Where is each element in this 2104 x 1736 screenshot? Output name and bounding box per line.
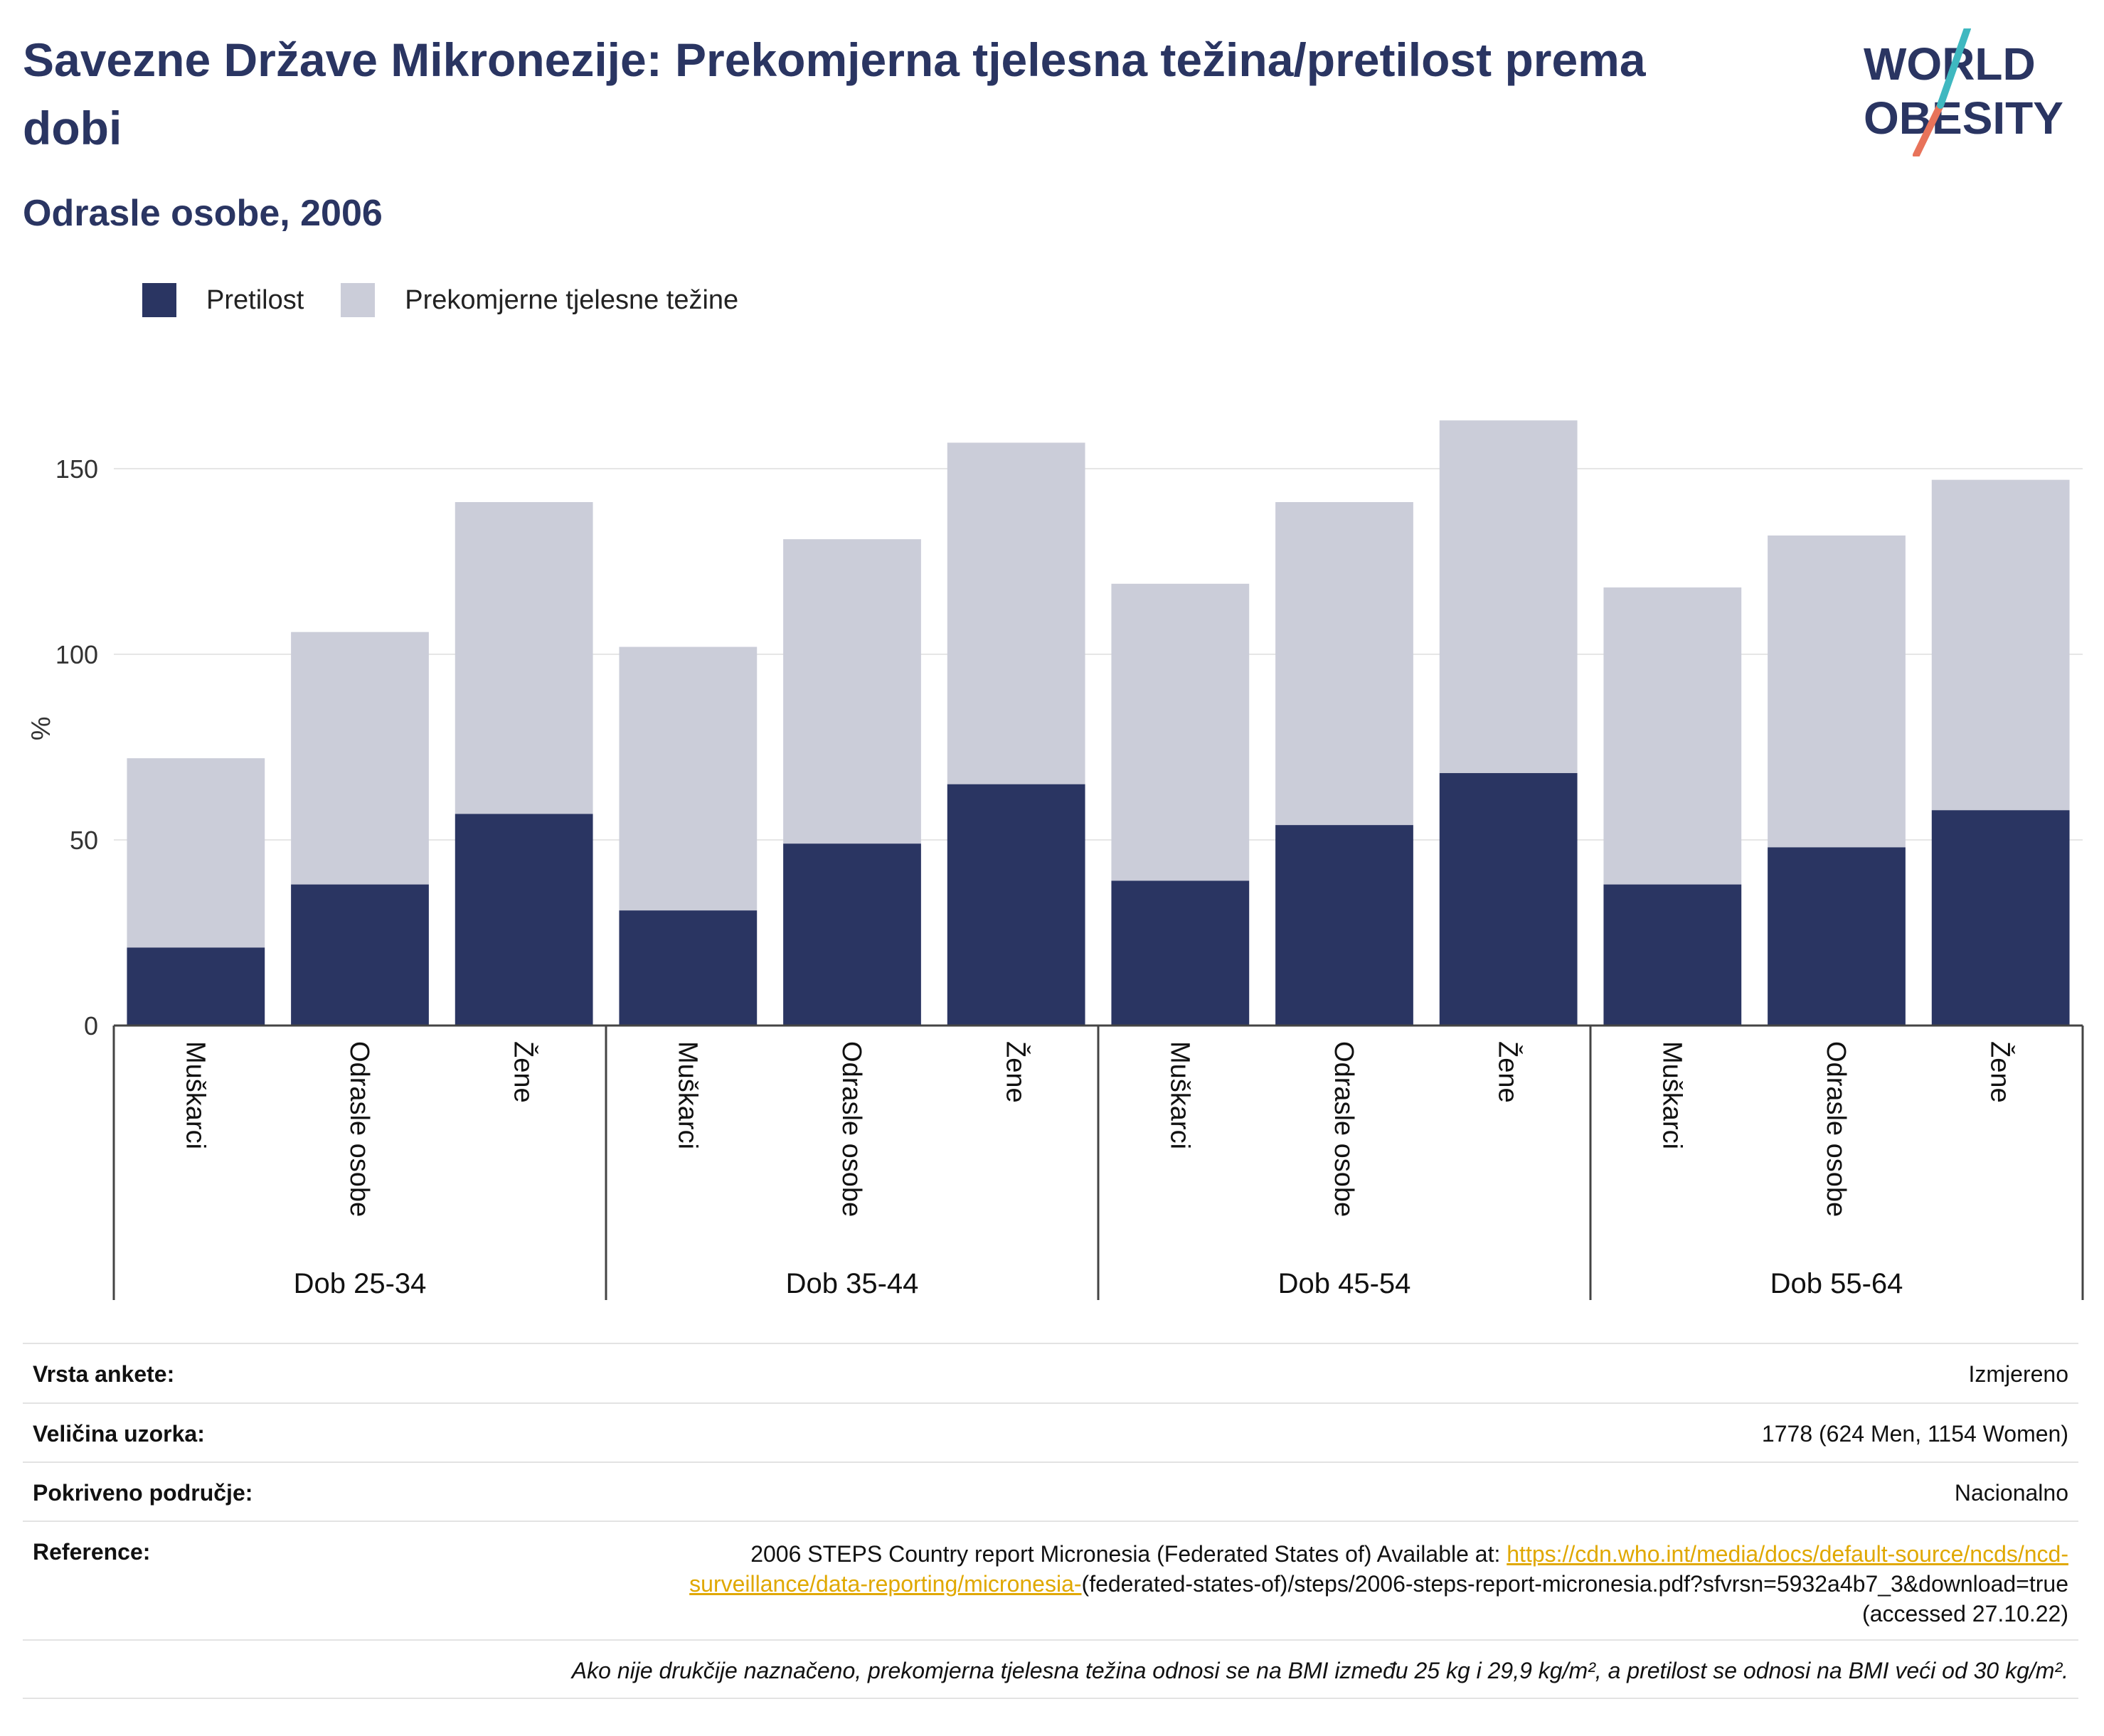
- x-category-label: Muškarci: [1164, 1041, 1194, 1149]
- bar-obesity: [127, 947, 265, 1026]
- reference-text-after: (federated-states-of)/steps/2006-steps-r…: [1081, 1571, 2068, 1626]
- info-row-area: Pokriveno područje: Nacionalno: [23, 1461, 2078, 1521]
- reference-label: Reference:: [33, 1539, 151, 1565]
- x-group-label: Dob 35-44: [786, 1268, 919, 1299]
- bar-obesity: [1931, 810, 2070, 1026]
- chart-subtitle: Odrasle osobe, 2006: [23, 193, 383, 234]
- reference-value: 2006 STEPS Country report Micronesia (Fe…: [603, 1539, 2068, 1639]
- area-label: Pokriveno područje:: [33, 1480, 253, 1506]
- x-category-label: Muškarci: [180, 1041, 210, 1149]
- bar-obesity: [1439, 773, 1578, 1026]
- bar-obesity: [291, 884, 429, 1026]
- bar-overweight: [455, 501, 593, 814]
- bar-overweight: [1931, 479, 2070, 811]
- sample-size-label: Veličina uzorka:: [33, 1421, 205, 1447]
- y-tick-label: 50: [70, 826, 98, 855]
- chart-legend: Pretilost Prekomjerne tjelesne težine: [142, 283, 775, 317]
- legend-label-overweight: Prekomjerne tjelesne težine: [405, 284, 739, 315]
- y-axis-label: %: [26, 717, 56, 741]
- survey-type-label: Vrsta ankete:: [33, 1361, 175, 1387]
- reference-text-before: 2006 STEPS Country report Micronesia (Fe…: [750, 1541, 1507, 1567]
- bar-overweight: [947, 442, 1085, 784]
- legend-swatch-overweight: [341, 283, 376, 317]
- x-category-label: Žene: [1985, 1041, 2016, 1103]
- x-group-label: Dob 55-64: [1770, 1268, 1903, 1299]
- bar-overweight: [1275, 501, 1413, 826]
- bar-overweight: [127, 758, 265, 948]
- sample-size-value: 1778 (624 Men, 1154 Women): [1761, 1421, 2068, 1447]
- bar-overweight: [1603, 587, 1742, 885]
- info-table: Vrsta ankete: Izmjereno Veličina uzorka:…: [23, 1343, 2078, 1699]
- y-tick-label: 0: [84, 1011, 98, 1040]
- bar-obesity: [1768, 847, 1906, 1026]
- bmi-note: Ako nije drukčije naznačeno, prekomjerna…: [571, 1658, 2068, 1683]
- y-tick-label: 150: [55, 454, 98, 484]
- x-category-label: Žene: [1493, 1041, 1524, 1103]
- bar-overweight: [291, 632, 429, 885]
- bar-overweight: [1439, 420, 1578, 774]
- bar-obesity: [1603, 884, 1742, 1026]
- chart-title: Savezne Države Mikronezije: Prekomjerna …: [23, 33, 1646, 154]
- x-category-label: Žene: [509, 1041, 539, 1103]
- area-value: Nacionalno: [1954, 1480, 2068, 1506]
- x-group-label: Dob 45-54: [1278, 1268, 1411, 1299]
- bar-overweight: [1768, 535, 1906, 848]
- info-row-reference: Reference: 2006 STEPS Country report Mic…: [23, 1521, 2078, 1639]
- x-category-label: Muškarci: [672, 1041, 702, 1149]
- x-group-label: Dob 25-34: [294, 1268, 427, 1299]
- logo-line2: OBESITY: [1864, 92, 2063, 144]
- bar-obesity: [619, 910, 758, 1026]
- info-row-note: Ako nije drukčije naznačeno, prekomjerna…: [23, 1639, 2078, 1699]
- legend-swatch-obesity: [142, 283, 176, 317]
- bar-overweight: [783, 539, 921, 844]
- bar-overweight: [619, 646, 758, 911]
- x-category-label: Žene: [1001, 1041, 1031, 1103]
- bar-obesity: [783, 843, 921, 1026]
- bar-obesity: [1275, 825, 1413, 1026]
- info-row-sample-size: Veličina uzorka: 1778 (624 Men, 1154 Wom…: [23, 1402, 2078, 1461]
- x-category-label: Odrasle osobe: [836, 1041, 866, 1217]
- reference-link[interactable]: https://cdn.who.int/media/docs/default-s…: [689, 1541, 2068, 1597]
- world-obesity-logo: WORLD OBESITY: [1864, 28, 2063, 156]
- x-category-label: Odrasle osobe: [344, 1041, 374, 1217]
- stacked-bar-chart: 0 50 100 150% Muškarci Odrasle osobe Žene Dob 2…: [26, 420, 2084, 1300]
- legend-label-obesity: Pretilost: [206, 284, 304, 315]
- bar-obesity: [455, 814, 593, 1026]
- x-category-label: Muškarci: [1657, 1041, 1686, 1149]
- x-category-label: Odrasle osobe: [1821, 1041, 1851, 1217]
- x-category-label: Odrasle osobe: [1329, 1041, 1359, 1217]
- bar-obesity: [947, 784, 1085, 1026]
- y-tick-label: 100: [55, 640, 98, 669]
- bar-overweight: [1111, 583, 1250, 881]
- survey-type-value: Izmjereno: [1968, 1361, 2069, 1387]
- bar-obesity: [1111, 880, 1250, 1026]
- info-row-survey-type: Vrsta ankete: Izmjereno: [23, 1343, 2078, 1402]
